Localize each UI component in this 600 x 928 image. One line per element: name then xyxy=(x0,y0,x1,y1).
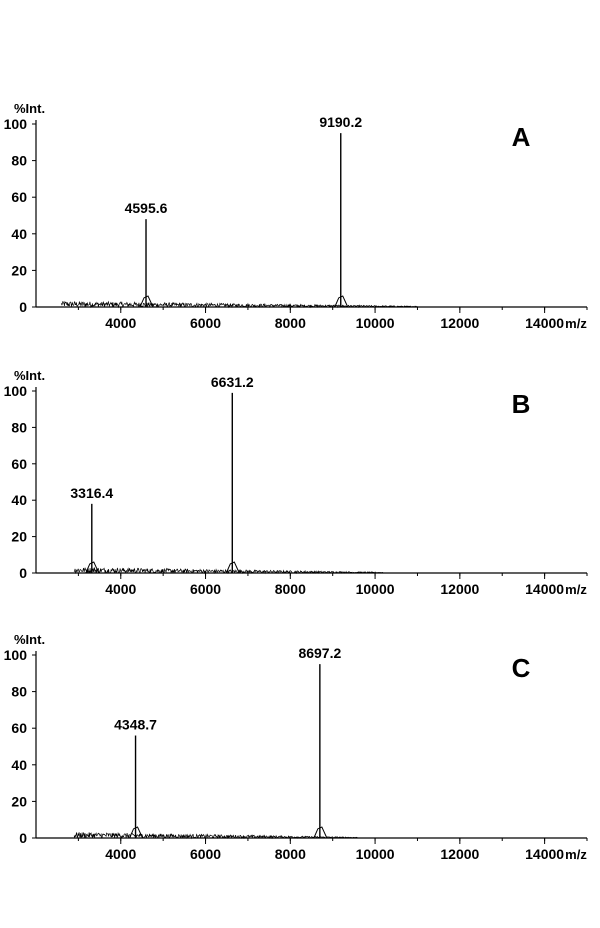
x-tick-label: 14000 xyxy=(525,315,564,331)
peak-label: 6631.2 xyxy=(211,374,254,390)
x-tick-label: 14000 xyxy=(525,846,564,862)
x-tick-label: 6000 xyxy=(190,581,221,597)
noise-trace xyxy=(73,566,384,575)
spectrum-peak xyxy=(225,392,240,574)
x-tick-label: 10000 xyxy=(356,581,395,597)
x-tick-label: 4000 xyxy=(105,315,136,331)
x-tick-label: 12000 xyxy=(440,315,479,331)
x-tick-label: 12000 xyxy=(440,846,479,862)
y-tick-label: 20 xyxy=(11,262,27,278)
spectrum-peak xyxy=(313,664,328,839)
y-tick-label: 100 xyxy=(4,647,28,663)
spectrum-peak xyxy=(139,219,154,308)
y-axis-title: %Int. xyxy=(14,632,45,647)
peak-label: 9190.2 xyxy=(319,114,362,130)
x-axis-title: m/z xyxy=(565,847,587,862)
x-tick-label: 8000 xyxy=(275,581,306,597)
y-tick-label: 100 xyxy=(4,383,28,399)
y-tick-label: 40 xyxy=(11,226,27,242)
x-axis-title: m/z xyxy=(565,316,587,331)
panel-letter: C xyxy=(512,653,531,683)
x-tick-label: 10000 xyxy=(356,315,395,331)
x-tick-label: 12000 xyxy=(440,581,479,597)
y-tick-label: 20 xyxy=(11,793,27,809)
y-tick-label: 0 xyxy=(19,299,27,315)
x-tick-label: 4000 xyxy=(105,581,136,597)
y-tick-label: 80 xyxy=(11,684,27,700)
x-tick-label: 14000 xyxy=(525,581,564,597)
spectrum-peak xyxy=(85,503,100,574)
y-tick-label: 20 xyxy=(11,529,27,545)
noise-trace xyxy=(73,831,358,840)
spectrum-peak xyxy=(129,735,144,839)
y-tick-label: 80 xyxy=(11,153,27,169)
panel-letter: B xyxy=(512,389,531,419)
peak-label: 4348.7 xyxy=(114,717,157,733)
y-tick-label: 60 xyxy=(11,720,27,736)
y-tick-label: 0 xyxy=(19,830,27,846)
x-tick-label: 4000 xyxy=(105,846,136,862)
x-tick-label: 6000 xyxy=(190,846,221,862)
y-tick-label: 0 xyxy=(19,565,27,581)
peak-label: 4595.6 xyxy=(125,200,168,216)
peak-label: 8697.2 xyxy=(298,645,341,661)
spectrum-panel-a: %Int. 0 20 40 60 80 100 4000 6000 8000 10000 12000 1… xyxy=(4,101,588,331)
x-tick-label: 8000 xyxy=(275,846,306,862)
peak-label: 3316.4 xyxy=(70,485,113,501)
panel-letter: A xyxy=(512,122,531,152)
x-axis-title: m/z xyxy=(565,582,587,597)
x-tick-label: 6000 xyxy=(190,315,221,331)
y-tick-label: 60 xyxy=(11,189,27,205)
y-tick-label: 40 xyxy=(11,757,27,773)
spectrum-peak xyxy=(334,133,349,308)
y-axis-title: %Int. xyxy=(14,101,45,116)
noise-trace xyxy=(61,300,418,309)
spectrum-panel-b: %Int. 0 20 40 60 80 100 4000 6000 8000 10000 12000 1… xyxy=(4,368,588,597)
y-tick-label: 60 xyxy=(11,456,27,472)
y-axis-title: %Int. xyxy=(14,368,45,383)
x-tick-label: 10000 xyxy=(356,846,395,862)
x-tick-label: 8000 xyxy=(275,315,306,331)
y-tick-label: 40 xyxy=(11,492,27,508)
y-tick-label: 100 xyxy=(4,116,28,132)
spectrum-panel-c: %Int. 0 20 40 60 80 100 4000 6000 8000 10000 12000 1… xyxy=(4,632,588,862)
y-tick-label: 80 xyxy=(11,419,27,435)
